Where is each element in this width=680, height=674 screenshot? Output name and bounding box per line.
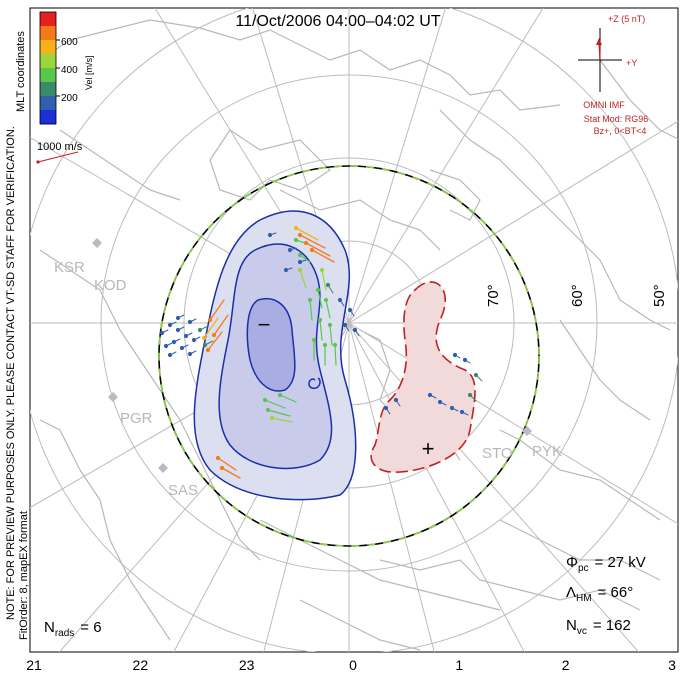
mlt-tick-label: 3	[668, 657, 676, 673]
station-pyk: PYK	[532, 443, 562, 460]
colorbar-tick-200: 200	[61, 93, 78, 104]
station-ksr: KSR	[54, 259, 85, 276]
colorbar-swatch	[40, 26, 56, 41]
positive-cell	[370, 281, 476, 473]
stat-lambda-hm: ΛHM = 66°	[566, 584, 633, 604]
mlt-tick-label: 0	[349, 657, 357, 673]
svg-text:Nvc= 162: Nvc = 162	[566, 617, 631, 637]
svg-text:Nrads= 6: Nrads = 6	[44, 619, 102, 639]
imf-condition: Bz+, 0<BT<4	[594, 126, 647, 136]
scale-vector-line	[37, 151, 79, 163]
potential-max-sign: +	[422, 436, 435, 461]
preview-note: NOTE: FOR PREVIEW PURPOSES ONLY. PLEASE …	[5, 126, 17, 620]
station-kod: KOD	[94, 277, 127, 294]
colorbar-swatch	[40, 12, 56, 27]
hm-boundary-dash	[158, 165, 540, 547]
imf-z-label: +Z (5 nT)	[608, 14, 645, 24]
mlt-tick-label: 2	[562, 657, 570, 673]
map-title: 11/Oct/2006 04:00–04:02 UT	[235, 13, 440, 30]
fit-order-note: FitOrder: 8, mapEX format	[18, 511, 30, 640]
potential-min-sign: −	[258, 312, 271, 337]
colorbar-swatch	[40, 40, 56, 55]
radar-markers	[92, 238, 532, 473]
colorbar-swatch	[40, 82, 56, 97]
velocity-vectors	[159, 225, 483, 479]
colorbar-swatch	[40, 96, 56, 111]
colorbar-swatch	[40, 54, 56, 69]
colorbar-label: Vel [m/s]	[84, 55, 94, 90]
stat-n-rads: Nrads = 6	[44, 619, 102, 639]
station-sto: STO	[482, 445, 513, 462]
mlt-tick-label: 22	[133, 657, 149, 673]
station-sas: SAS	[168, 482, 198, 499]
svg-text:Φpc= 27 kV: Φpc = 27 kV	[566, 554, 646, 574]
colorbar-swatch	[40, 110, 56, 125]
imf-source: OMNI IMF	[583, 100, 625, 110]
negative-cell-inner	[246, 298, 296, 392]
mlt-tick-label: 23	[239, 657, 255, 673]
scale-vector-label: 1000 m/s	[37, 141, 83, 153]
mlt-axis: 21 22 23 0 1 2 3	[26, 657, 676, 673]
imf-dial: +Z (5 nT) +Y OMNI IMF Stat Mod: RG96 Bz+…	[578, 14, 648, 136]
mlt-coordinates-label: MLT coordinates	[15, 31, 27, 112]
stat-n-vc: Nvc = 162	[566, 617, 631, 637]
colorbar-swatch	[40, 68, 56, 83]
imf-stat-model: Stat Mod: RG96	[584, 114, 649, 124]
svg-text:ΛHM= 66°: ΛHM = 66°	[566, 584, 633, 604]
imf-y-label: +Y	[626, 58, 637, 68]
colorbar-tick-600: 600	[61, 37, 78, 48]
lat-label-50: 50°	[651, 284, 668, 307]
mlt-tick-label: 21	[26, 657, 42, 673]
velocity-colorbar: 600 400 200 Vel [m/s]	[39, 11, 94, 125]
mlt-tick-label: 1	[455, 657, 463, 673]
station-pgr: PGR	[120, 410, 153, 427]
scale-vector-dot	[36, 160, 40, 164]
lat-label-70: 70°	[485, 284, 502, 307]
negative-cell-tail	[308, 377, 321, 389]
colorbar-tick-400: 400	[61, 65, 78, 76]
lat-label-60: 60°	[569, 284, 586, 307]
stat-phi-pc: Φpc = 27 kV	[566, 554, 646, 574]
